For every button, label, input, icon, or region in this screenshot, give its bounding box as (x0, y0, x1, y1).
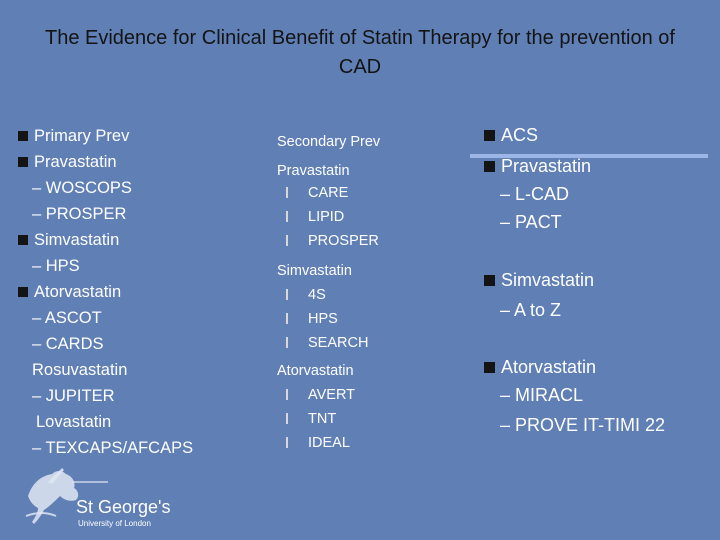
primary-item: – TEXCAPS/AFCAPS (32, 439, 194, 457)
bullet-icon (18, 287, 28, 297)
secondary-heading: Secondary Prev (277, 134, 381, 150)
secondary-trial: AVERT (286, 386, 355, 404)
secondary-trial: TNT (286, 410, 336, 428)
bullet-icon (18, 131, 28, 141)
acs-trial: – PROVE IT-TIMI 22 (500, 415, 666, 435)
acs-drug: Simvastatin (484, 269, 594, 291)
tick-icon (286, 211, 288, 222)
tick-icon (286, 289, 288, 300)
primary-item: Pravastatin (18, 152, 117, 172)
secondary-trial: 4S (286, 286, 326, 304)
bullet-icon (484, 161, 495, 172)
bullet-icon (18, 235, 28, 245)
tick-icon (286, 413, 288, 424)
secondary-trial: LIPID (286, 208, 344, 226)
logo-subtitle: University of London (78, 519, 151, 528)
bullet-icon (484, 362, 495, 373)
secondary-trial: HPS (286, 310, 338, 328)
acs-drug: Pravastatin (484, 155, 591, 177)
slide-title: The Evidence for Clinical Benefit of Sta… (45, 27, 675, 78)
tick-icon (286, 313, 288, 324)
primary-item: Rosuvastatin (32, 361, 128, 379)
primary-item: Simvastatin (18, 230, 119, 250)
secondary-trial: CARE (286, 184, 348, 202)
primary-item: – PROSPER (32, 205, 127, 223)
primary-item: – JUPITER (32, 387, 115, 405)
tick-icon (286, 235, 288, 246)
secondary-drug: Simvastatin (277, 263, 352, 279)
secondary-trial: SEARCH (286, 334, 368, 352)
primary-item: – CARDS (32, 335, 104, 353)
logo-name: St George's (76, 497, 171, 517)
acs-heading: ACS (484, 124, 538, 146)
divider-line (470, 154, 708, 158)
primary-item: – WOSCOPS (32, 179, 132, 197)
secondary-drug: Atorvastatin (277, 363, 354, 379)
tick-icon (286, 187, 288, 198)
secondary-trial: IDEAL (286, 434, 350, 452)
primary-item: Lovastatin (36, 413, 112, 431)
acs-drug: Atorvastatin (484, 356, 596, 378)
primary-heading: Primary Prev (18, 126, 129, 146)
primary-item: Atorvastatin (18, 282, 121, 302)
bullet-icon (484, 130, 495, 141)
tick-icon (286, 337, 288, 348)
secondary-drug: Pravastatin (277, 163, 350, 179)
acs-trial: – L-CAD (500, 184, 570, 204)
tick-icon (286, 437, 288, 448)
bullet-icon (18, 157, 28, 167)
primary-item: – HPS (32, 257, 80, 275)
bullet-icon (484, 275, 495, 286)
secondary-trial: PROSPER (286, 232, 379, 250)
st-georges-logo-icon (25, 468, 108, 524)
primary-item: – ASCOT (32, 309, 102, 327)
acs-trial: – A to Z (500, 300, 562, 320)
tick-icon (286, 389, 288, 400)
acs-trial: – PACT (500, 212, 562, 232)
acs-trial: – MIRACL (500, 385, 584, 405)
